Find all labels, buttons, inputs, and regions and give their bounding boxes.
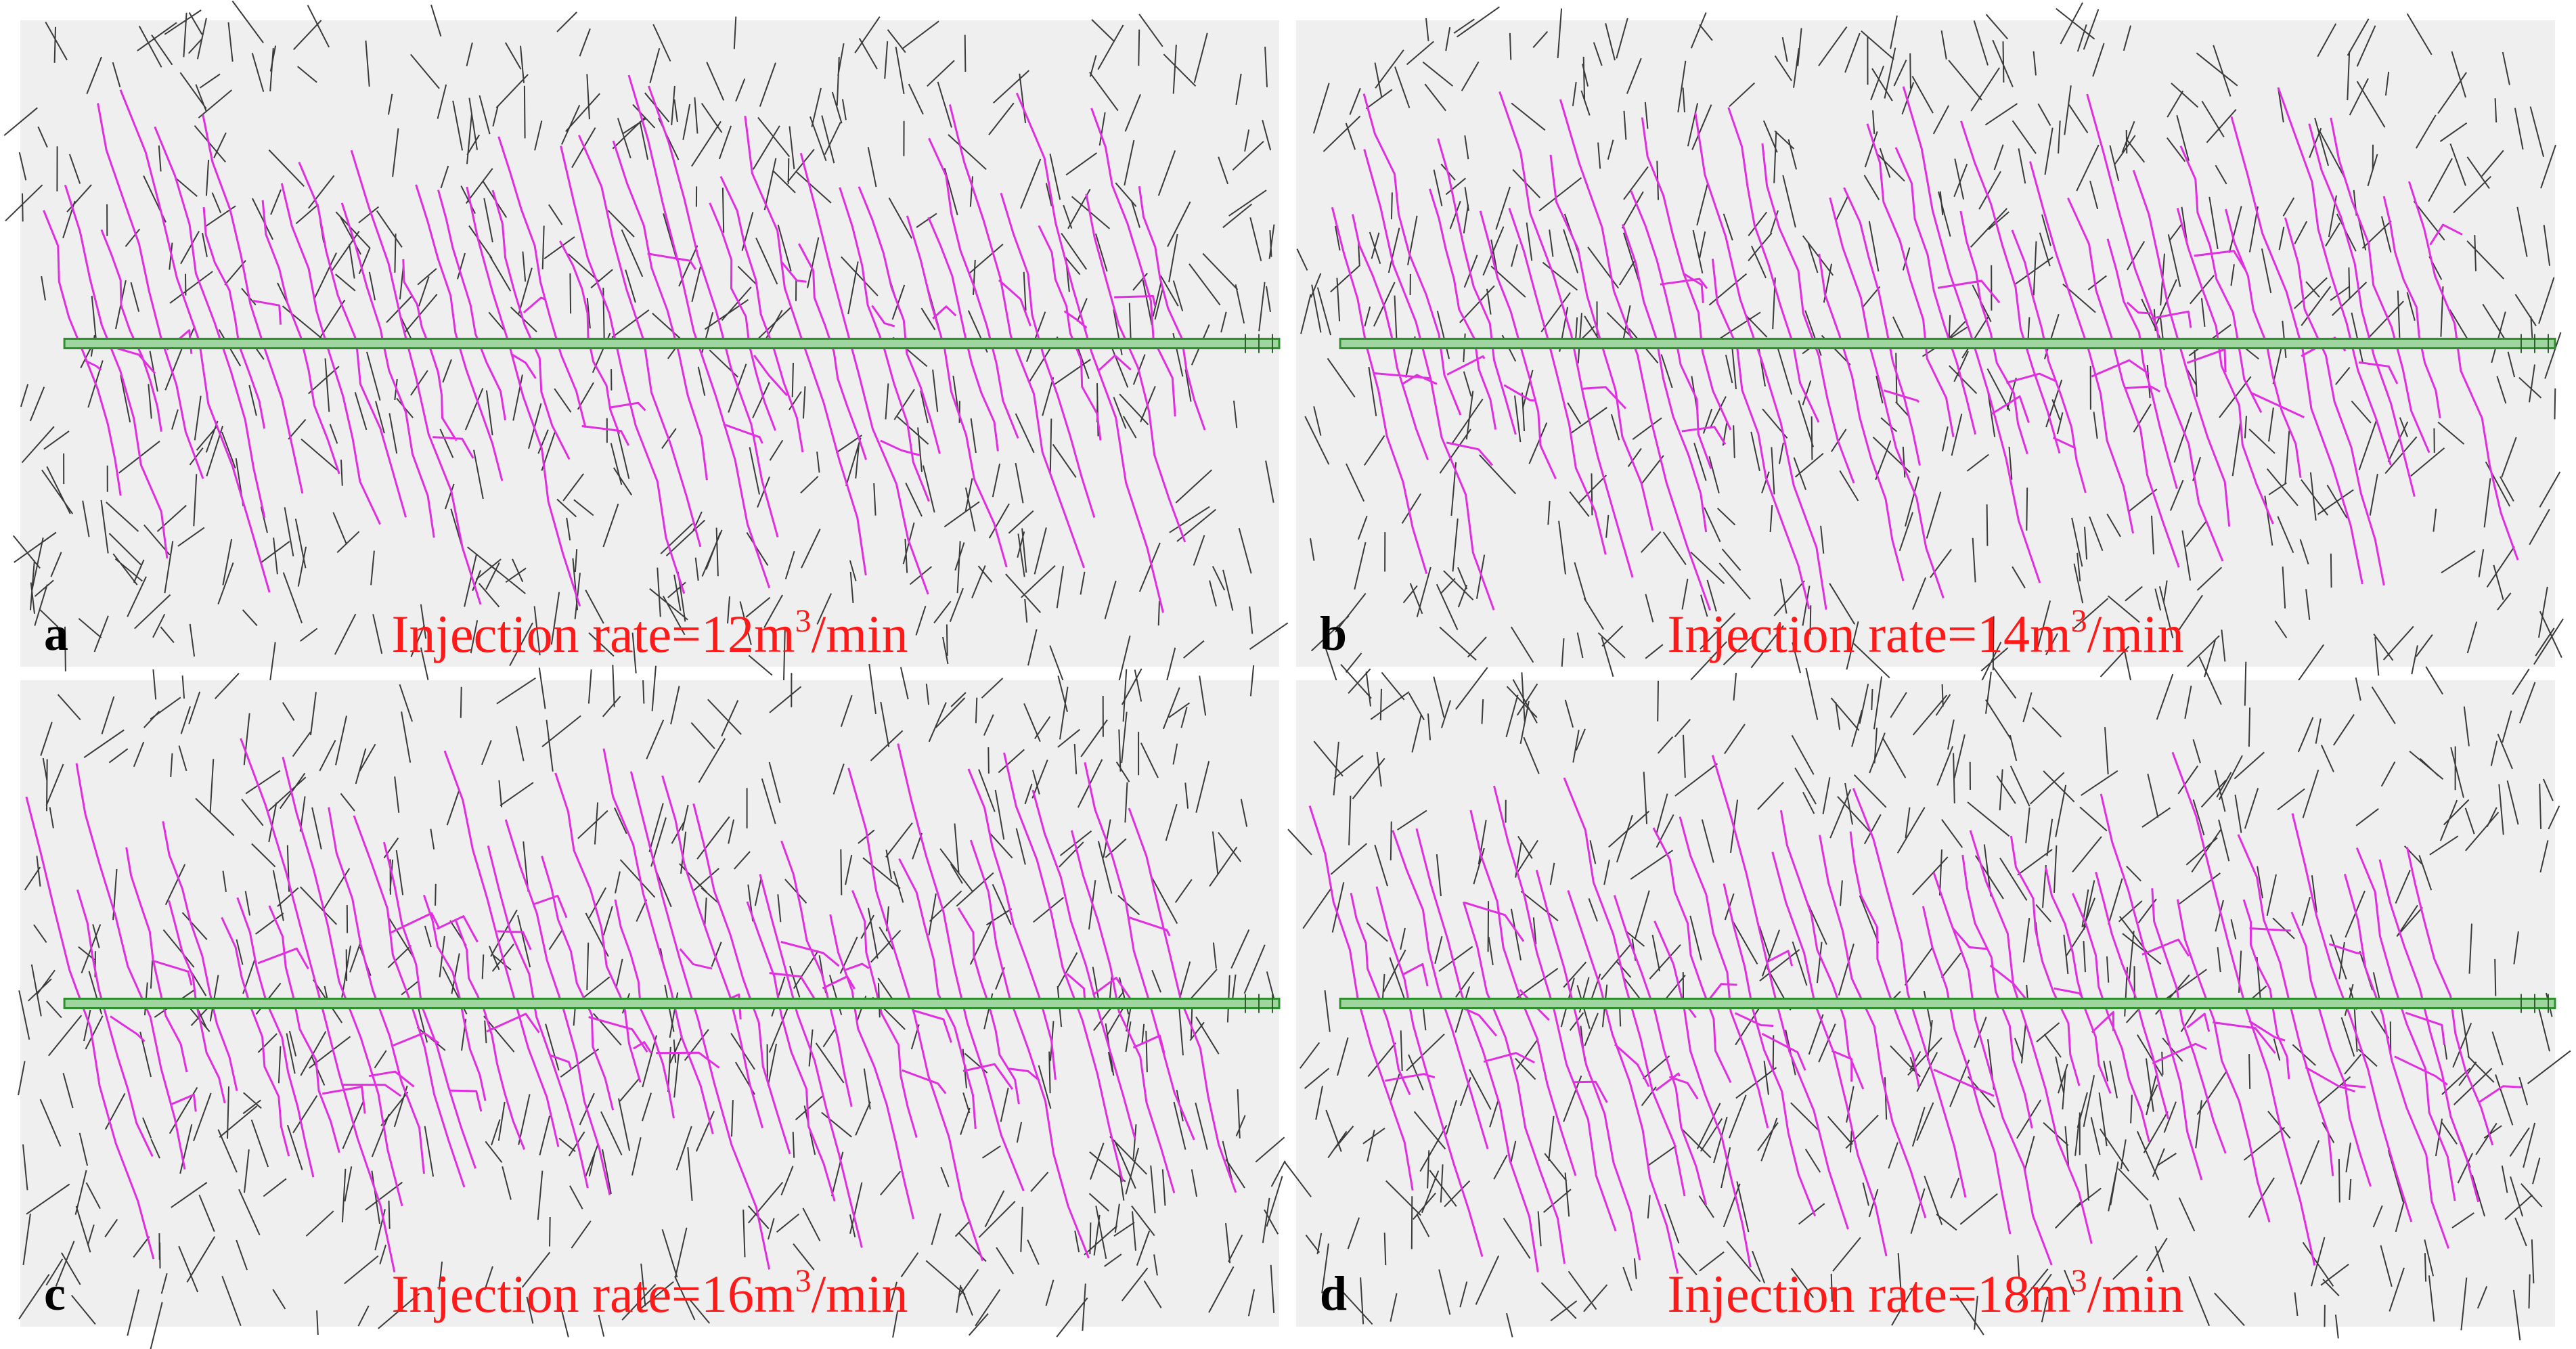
panel: b Injection rate=14m3/min: [1296, 2, 2564, 690]
panel-label: a: [44, 606, 68, 661]
panel-caption: Injection rate=12m3/min: [391, 603, 908, 663]
panel: a Injection rate=12m3/min: [3, 0, 1289, 688]
panel-caption: Injection rate=16m3/min: [391, 1263, 908, 1323]
hydraulic-fractures: [43, 74, 1206, 613]
caption-superscript: 3: [2071, 603, 2087, 639]
wellbore-end: [1245, 334, 1273, 353]
hydraulic-fractures: [1331, 86, 2519, 611]
panel: d Injection rate=18m3/min: [1284, 656, 2571, 1341]
caption-unit: /min: [812, 1264, 908, 1323]
caption-superscript: 3: [795, 1263, 812, 1299]
panel-label: d: [1320, 1266, 1347, 1321]
caption-text: Injection rate=12m: [391, 604, 795, 663]
wellbore: [1339, 998, 2556, 1009]
wellbore: [63, 338, 1281, 349]
caption-text: Injection rate=18m: [1667, 1264, 2070, 1323]
panel-label: b: [1320, 606, 1347, 661]
caption-superscript: 3: [2071, 1263, 2087, 1299]
wellbore: [63, 998, 1281, 1009]
wellbore-end: [2521, 994, 2549, 1013]
natural-fractures: [1284, 656, 2571, 1341]
caption-unit: /min: [812, 604, 908, 663]
panel-label: c: [44, 1266, 66, 1321]
wellbore-end: [2521, 334, 2549, 353]
natural-fractures: [3, 0, 1289, 688]
caption-unit: /min: [2087, 1264, 2184, 1323]
caption-text: Injection rate=14m: [1667, 604, 2070, 663]
caption-superscript: 3: [795, 603, 812, 639]
panel-caption: Injection rate=18m3/min: [1667, 1263, 2183, 1323]
wellbore-end: [1245, 994, 1273, 1013]
panel-caption: Injection rate=14m3/min: [1667, 603, 2183, 663]
wellbore: [1339, 338, 2556, 349]
panel: c Injection rate=16m3/min: [18, 663, 1286, 1349]
caption-text: Injection rate=16m: [391, 1264, 795, 1323]
caption-unit: /min: [2087, 604, 2184, 663]
